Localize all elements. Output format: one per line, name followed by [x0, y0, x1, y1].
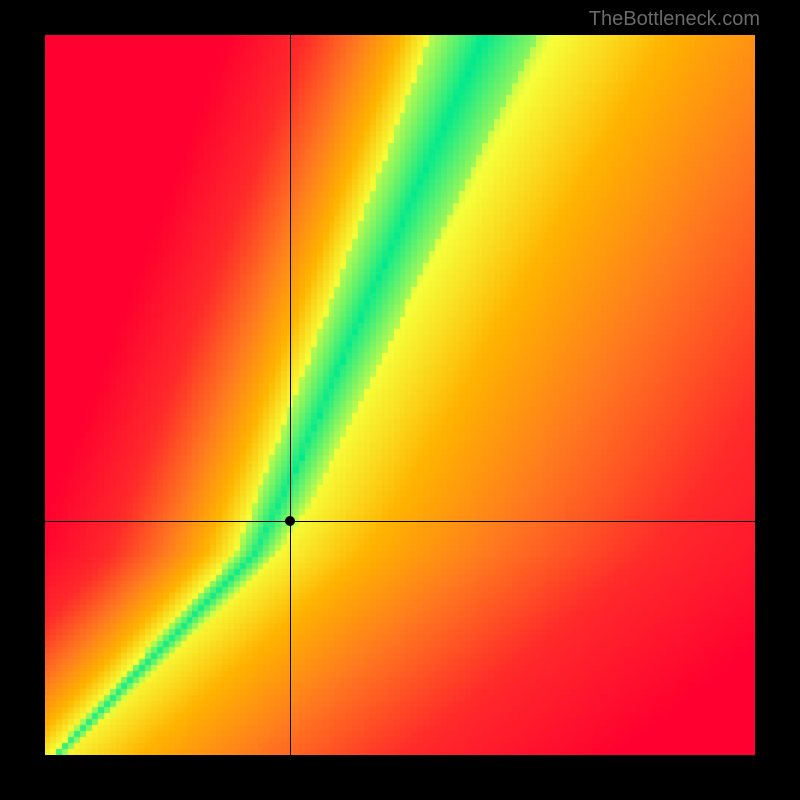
watermark-text: TheBottleneck.com — [589, 8, 760, 31]
crosshair-horizontal — [45, 521, 755, 522]
heatmap-canvas — [45, 35, 755, 755]
heatmap-plot — [45, 35, 755, 755]
crosshair-vertical — [290, 35, 291, 755]
crosshair-marker — [285, 516, 295, 526]
